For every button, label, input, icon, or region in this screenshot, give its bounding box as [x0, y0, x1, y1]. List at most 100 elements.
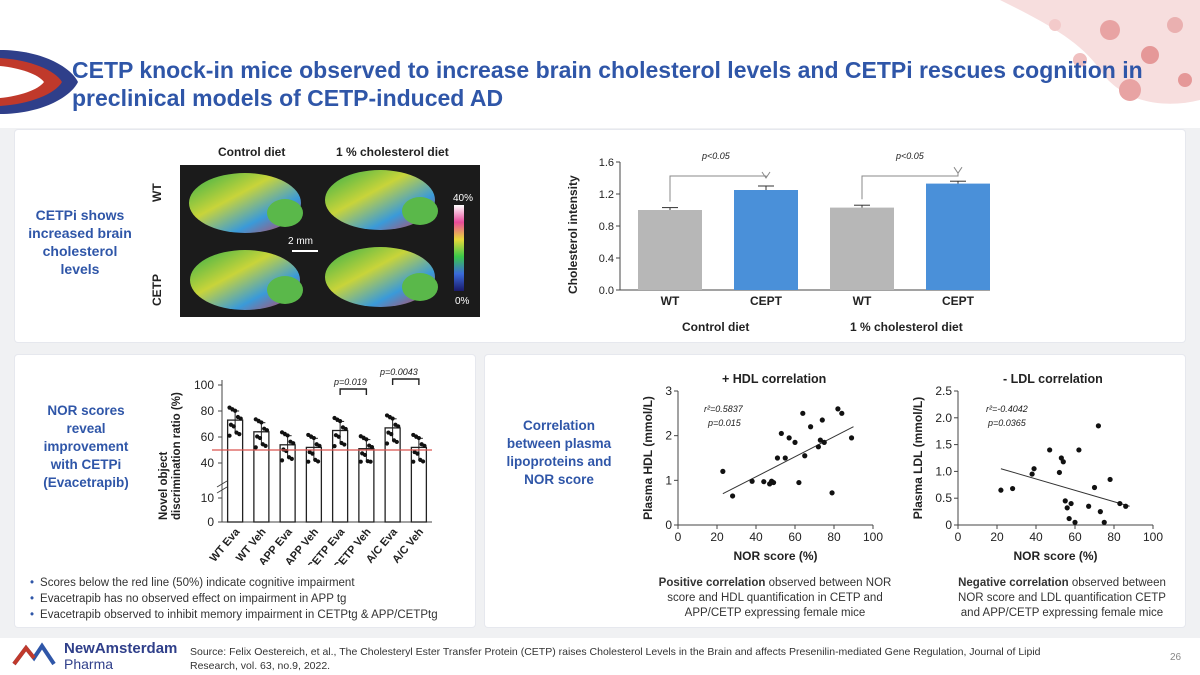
hdl-data-point: [835, 406, 841, 412]
hdl-data-point: [792, 439, 798, 445]
nor-p-b: p=0.0043: [380, 367, 418, 377]
hdl-x-tick-label: 80: [827, 530, 841, 544]
hdl-data-point: [749, 478, 755, 484]
chart2-significance-bracket: [339, 388, 368, 395]
chart1-y-tick-label: 1.6: [599, 157, 614, 169]
ldl-xlabel: NOR score (%): [1013, 549, 1097, 563]
ldl-data-point: [998, 487, 1004, 493]
chart2-y-tick-label: 0: [207, 515, 214, 529]
ldl-caption: Negative correlation observed between NO…: [948, 576, 1176, 621]
chart1-bar: [830, 207, 894, 290]
panel3-label: NOR scores reveal improvement with CETPi…: [43, 403, 129, 490]
chart1-bar: [926, 183, 990, 290]
hdl-data-point: [808, 424, 814, 430]
ldl-data-point: [1076, 447, 1082, 453]
page-title: CETP knock-in mice observed to increase …: [72, 57, 1143, 111]
ldl-data-point: [1091, 484, 1098, 491]
hdl-data-point: [796, 479, 802, 486]
panel1-label: CETPi shows increased brain cholesterol …: [28, 207, 132, 277]
hdl-data-point: [761, 479, 767, 485]
chart2-data-point: [307, 449, 312, 455]
panel4-label: Correlation between plasma lipoproteins …: [506, 418, 612, 487]
ldl-r2: r²=-0.4042: [986, 404, 1028, 414]
header-logo-shape: [0, 46, 80, 118]
source-text: Source: Felix Oestereich, et al., The Ch…: [190, 646, 1041, 672]
chart2-data-point: [306, 459, 311, 464]
ldl-data-point: [1066, 515, 1072, 522]
chart1-bracket-arrow: [761, 171, 771, 179]
hdl-p: p=0.015: [708, 418, 741, 428]
chart1-p1: p<0.05: [702, 151, 730, 161]
hdl-y-tick-label: 1: [665, 473, 672, 487]
nor-p-a: p=0.019: [334, 377, 367, 387]
chart2-data-point: [340, 425, 346, 430]
hdl-data-point: [815, 444, 821, 450]
hdl-xlabel: NOR score (%): [733, 549, 817, 563]
ldl-scatter-chart: 0 20 40 60 80 100 0 0.5 1.0 1.5 2.0 2.5 NOR score (%…: [911, 385, 1163, 563]
ldl-x-tick-label: 40: [1029, 530, 1043, 544]
chart2-data-point: [279, 430, 285, 435]
chart2-data-point: [314, 442, 319, 447]
chart1-x-tick-label: CEPT: [750, 294, 783, 308]
chart1-bar: [734, 190, 798, 290]
hdl-ylabel: Plasma HDL (mmol/L): [641, 396, 655, 520]
ldl-y-tick-label: 2.0: [935, 411, 952, 425]
chart2-significance-bracket: [391, 378, 420, 385]
chart1-p2: p<0.05: [896, 151, 924, 161]
chart2-data-point: [411, 459, 416, 464]
ldl-caption-rest: observed between NOR score and LDL quant…: [958, 577, 1166, 619]
ldl-p: p=0.0365: [988, 418, 1026, 428]
ldl-data-point: [1031, 466, 1037, 472]
bullet-2: Evacetrapib has no observed effect on im…: [30, 593, 346, 605]
brain-image-panel: [180, 165, 480, 317]
hdl-data-point: [800, 410, 806, 416]
chart1-significance-bracket: [861, 173, 959, 200]
chart2-data-point: [235, 414, 241, 420]
hdl-data-point: [829, 490, 835, 496]
ldl-x-tick-label: 60: [1068, 530, 1082, 544]
chart1-x-tick-label: CEPT: [942, 294, 975, 308]
ldl-caption-bold: Negative correlation: [958, 577, 1069, 589]
ldl-data-point: [1068, 500, 1074, 507]
chart1-group2: 1 % cholesterol diet: [850, 320, 963, 334]
chart2-y-tick-label: 10: [201, 491, 215, 505]
hdl-x-tick-label: 40: [749, 530, 763, 544]
chart2-data-point: [255, 434, 260, 439]
row-label-wt: WT: [150, 183, 164, 202]
hdl-data-point: [786, 435, 792, 441]
chart2-data-point: [227, 405, 232, 410]
nor-ylabel: Novel object discrimination ratio (%): [158, 392, 183, 520]
hdl-caption: Positive correlation observed between NO…: [650, 576, 900, 621]
ldl-data-point: [1056, 469, 1062, 476]
chart2-data-point: [393, 422, 398, 427]
ldl-y-tick-label: 1.0: [935, 464, 952, 478]
col-label-control: Control diet: [218, 145, 286, 159]
color-scale-min: 0%: [455, 296, 470, 307]
hdl-fit-line: [722, 426, 854, 495]
chart2-data-point: [260, 442, 265, 447]
chart2-data-point: [227, 433, 232, 438]
chart2-y-tick-label: 60: [201, 430, 215, 444]
ldl-data-point: [1047, 447, 1053, 453]
chart2-data-point: [411, 432, 416, 438]
chart2-data-point: [384, 441, 390, 446]
scale-bar-label: 2 mm: [288, 236, 313, 247]
ldl-data-point: [1123, 503, 1129, 509]
ldl-data-point: [1062, 498, 1068, 504]
ldl-x-tick-label: 0: [955, 530, 962, 544]
chart1-significance-bracket: [669, 175, 767, 202]
ldl-y-tick-label: 0: [945, 518, 952, 532]
chart2-y-tick-label: 80: [201, 404, 215, 418]
chart2-data-point: [418, 457, 423, 462]
hdl-data-point: [817, 437, 823, 443]
ldl-data-point: [1072, 519, 1078, 525]
ldl-data-point: [1010, 485, 1016, 492]
chart2-data-point: [279, 458, 285, 463]
bullet-3: Evacetrapib observed to inhibit memory i…: [30, 609, 438, 621]
hdl-data-point: [839, 410, 845, 416]
chart2-data-point: [288, 439, 293, 444]
ldl-data-point: [1097, 509, 1103, 515]
hdl-data-point: [821, 439, 827, 445]
ldl-fit-line: [1000, 468, 1130, 507]
hdl-r2: r²=0.5837: [704, 404, 743, 414]
